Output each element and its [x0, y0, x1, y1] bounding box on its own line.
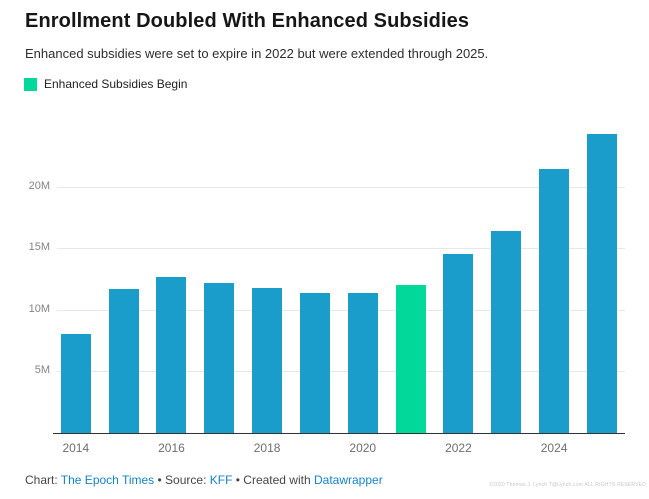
chart-credit-prefix: Chart:	[25, 473, 61, 487]
legend-swatch	[24, 77, 37, 91]
x-axis-label-2022: 2022	[445, 441, 472, 455]
x-axis-label-2018: 2018	[253, 441, 281, 455]
y-axis-label-15M: 15M	[28, 241, 50, 254]
created-prefix: • Created with	[232, 473, 314, 487]
plot-area: 5M 10M 15M 20M 2014 2016 2018 2020 2022 2024	[0, 120, 649, 460]
y-axis-label-10M: 10M	[28, 302, 50, 315]
bar-2020[interactable]	[347, 292, 378, 433]
epoch-times-link[interactable]: The Epoch Times	[60, 473, 155, 487]
footer-byline: Chart: The Epoch Times • Source: KFF • C…	[25, 473, 383, 487]
x-axis-label-2020: 2020	[349, 441, 377, 455]
watermark: ©2020 Thomas J. Lynch T@Lynch.com ALL RI…	[489, 482, 646, 488]
x-axis-label-2014: 2014	[62, 441, 90, 455]
gridline-5M	[57, 371, 625, 373]
gridline-20M	[57, 186, 625, 188]
x-axis-label-2016: 2016	[158, 441, 185, 455]
datawrapper-link[interactable]: Datawrapper	[313, 473, 383, 487]
bar-2018[interactable]	[252, 287, 283, 433]
bar-2019[interactable]	[299, 292, 330, 433]
chart-title: Enrollment Doubled With Enhanced Subsidi…	[25, 10, 470, 32]
kff-link[interactable]: KFF	[209, 473, 233, 487]
x-axis-line	[53, 433, 625, 434]
source-prefix: • Source:	[154, 473, 210, 487]
y-axis-label-5M: 5M	[34, 364, 50, 377]
legend: Enhanced Subsidies Begin	[24, 77, 187, 91]
x-axis-label-2024: 2024	[540, 441, 568, 455]
bar-2014[interactable]	[60, 334, 91, 433]
gridline-10M	[57, 309, 625, 311]
bar-2023[interactable]	[491, 230, 522, 433]
bar-2024[interactable]	[539, 169, 570, 433]
y-axis-label-20M: 20M	[28, 179, 50, 192]
bar-2022[interactable]	[443, 254, 474, 433]
bar-2016[interactable]	[156, 276, 187, 433]
chart-subtitle: Enhanced subsidies were set to expire in…	[25, 46, 489, 61]
bar-2021[interactable]	[395, 285, 426, 433]
bar-2015[interactable]	[108, 288, 139, 433]
bar-2017[interactable]	[204, 282, 235, 433]
gridline-15M	[57, 248, 625, 250]
legend-label: Enhanced Subsidies Begin	[44, 77, 188, 91]
bar-2025[interactable]	[586, 133, 617, 433]
